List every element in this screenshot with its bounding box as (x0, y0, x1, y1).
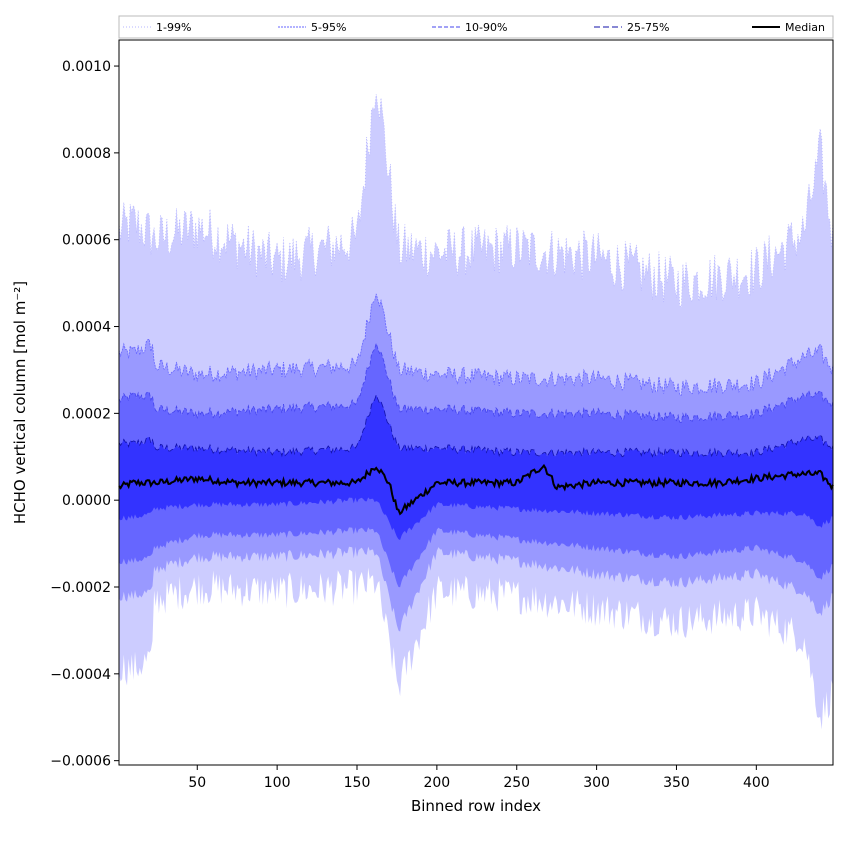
y-tick-label: −0.0002 (50, 580, 111, 596)
x-tick-label: 300 (583, 775, 610, 791)
x-axis-label: Binned row index (411, 797, 541, 815)
y-tick-label: 0.0006 (62, 233, 111, 249)
legend-label: 1-99% (156, 21, 191, 34)
x-tick-label: 150 (344, 775, 371, 791)
legend-label: 5-95% (311, 21, 346, 34)
legend-box (118, 15, 834, 39)
x-tick-label: 200 (423, 775, 450, 791)
y-tick-label: −0.0006 (50, 754, 111, 770)
percentile-bands (119, 94, 833, 730)
x-tick-label: 400 (743, 775, 770, 791)
band-upper-line-10-90% (118, 341, 834, 424)
y-axis-label: HCHO vertical column [mol m⁻²] (11, 281, 29, 524)
y-tick-label: 0.0002 (62, 406, 111, 422)
series-lines (118, 93, 834, 516)
plot-frame (118, 39, 834, 766)
x-axis: 50 100 150 200 250 300 350 400 (188, 765, 770, 791)
median-line (118, 463, 834, 516)
x-tick-label: 350 (663, 775, 690, 791)
y-tick-label: 0.0000 (62, 493, 111, 509)
band-25-75% (119, 394, 833, 540)
y-tick-label: 0.0004 (62, 320, 111, 336)
legend-label: 10-90% (465, 21, 507, 34)
legend-label: 25-75% (627, 21, 669, 34)
x-tick-label: 50 (188, 775, 206, 791)
band-upper-line-25-75% (118, 393, 834, 458)
y-axis: −0.0006 −0.0004 −0.0002 0.0000 0.0002 0.0004 0… (50, 59, 119, 770)
band-upper-line-1-99% (118, 93, 834, 308)
x-tick-label: 100 (264, 775, 291, 791)
x-tick-label: 250 (503, 775, 530, 791)
legend-label: Median (785, 21, 825, 34)
band-upper-line-5-95% (118, 293, 834, 396)
legend: 1-99% 5-95% 10-90% 25-75% Median (118, 15, 834, 39)
y-tick-label: 0.0008 (62, 146, 111, 162)
y-tick-label: −0.0004 (50, 667, 111, 683)
y-tick-label: 0.0010 (62, 59, 111, 75)
